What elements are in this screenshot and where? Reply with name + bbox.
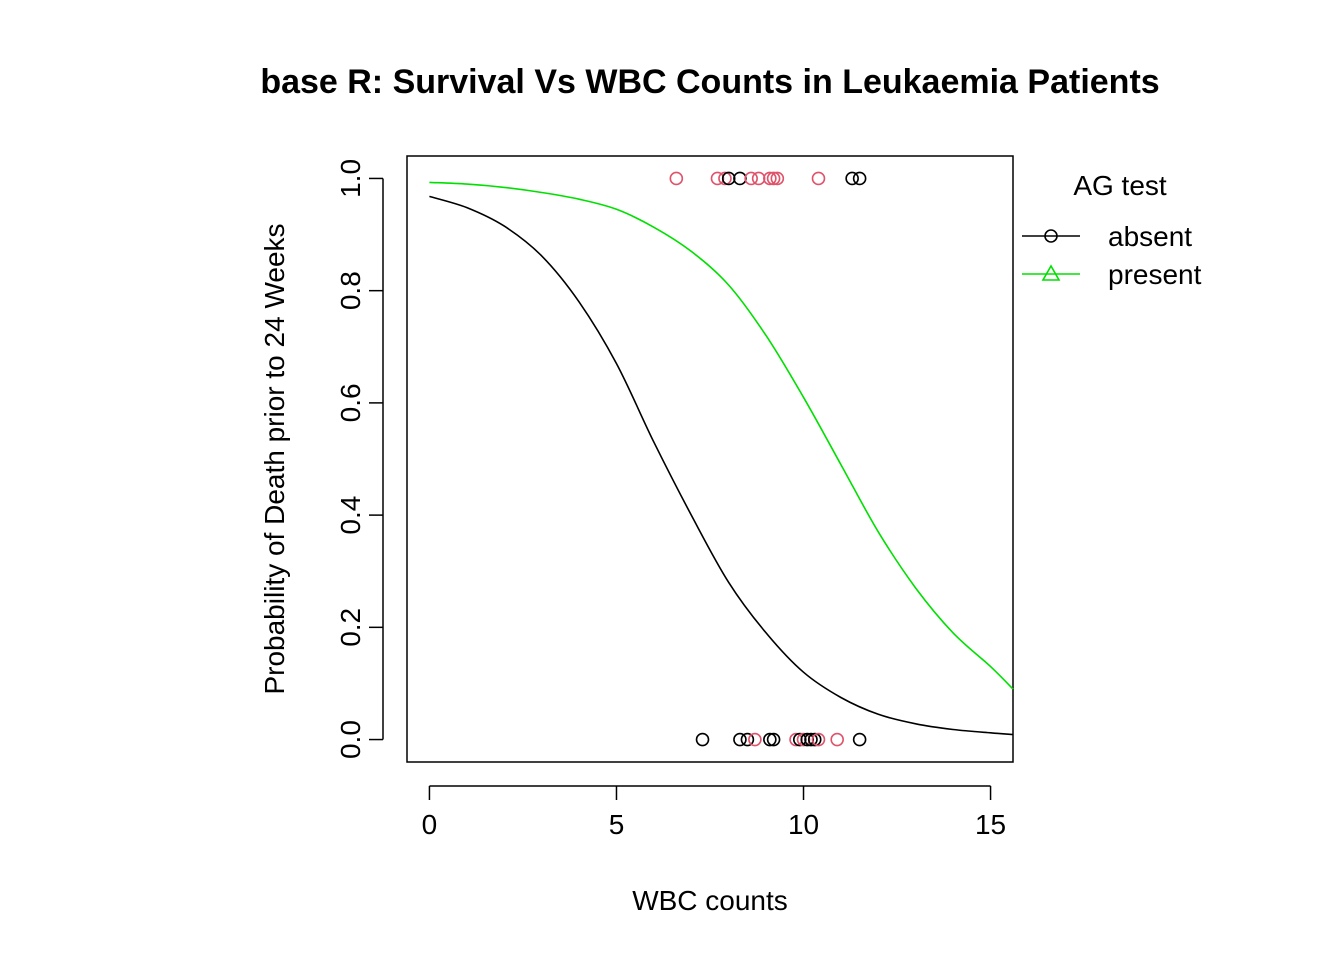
data-point-absent [804,732,818,747]
series-line-present [429,181,1014,690]
data-points [669,171,867,747]
data-point-absent [733,171,747,186]
data-point-present [718,171,732,186]
data-point-present [811,171,826,186]
data-point-absent [807,732,822,747]
chart-title: base R: Survival Vs WBC Counts in Leukae… [260,63,1159,101]
x-tick-label: 15 [975,809,1006,840]
legend-marker-present [1041,264,1061,281]
x-tick-label: 5 [609,809,625,840]
data-point-absent [852,171,867,186]
y-axis: 0.0 0.2 0.4 0.6 0.8 1.0 [335,159,384,759]
data-point-present [744,171,758,186]
data-point-present [751,171,766,186]
y-tick-label: 0.6 [335,383,366,422]
legend-marker-absent [1044,229,1058,243]
y-tick-label: 0.8 [335,271,366,310]
y-tick-label: 0.2 [335,608,366,647]
series-line-absent [429,195,1014,736]
data-point-present [811,732,826,747]
data-point-present [766,171,781,186]
legend-label-present: present [1108,259,1202,290]
x-tick-label: 0 [422,809,438,840]
data-point-present [763,171,777,186]
data-point-absent [695,732,710,747]
plot-frame [406,155,1014,763]
data-point-absent [845,171,859,186]
y-tick-label: 0.0 [335,720,366,759]
legend-title: AG test [1073,170,1167,201]
fitted-curves [429,181,1014,736]
y-axis-label: Probability of Death prior to 24 Weeks [259,223,290,694]
data-point-absent [852,732,867,747]
data-point-present [748,732,762,747]
y-tick-label: 0.4 [335,496,366,535]
data-point-absent [763,732,777,747]
y-tick-label: 1.0 [335,159,366,198]
data-point-present [830,732,844,747]
x-axis-label: WBC counts [632,885,788,916]
data-point-present [770,171,785,186]
data-point-absent [740,732,755,747]
x-axis: 0 5 10 15 [422,785,1006,840]
data-point-absent [766,732,781,747]
legend-label-absent: absent [1108,221,1192,252]
data-point-absent [733,732,747,747]
data-point-present [669,171,684,186]
x-tick-label: 10 [788,809,819,840]
legend: AG test absent present [1022,170,1202,290]
